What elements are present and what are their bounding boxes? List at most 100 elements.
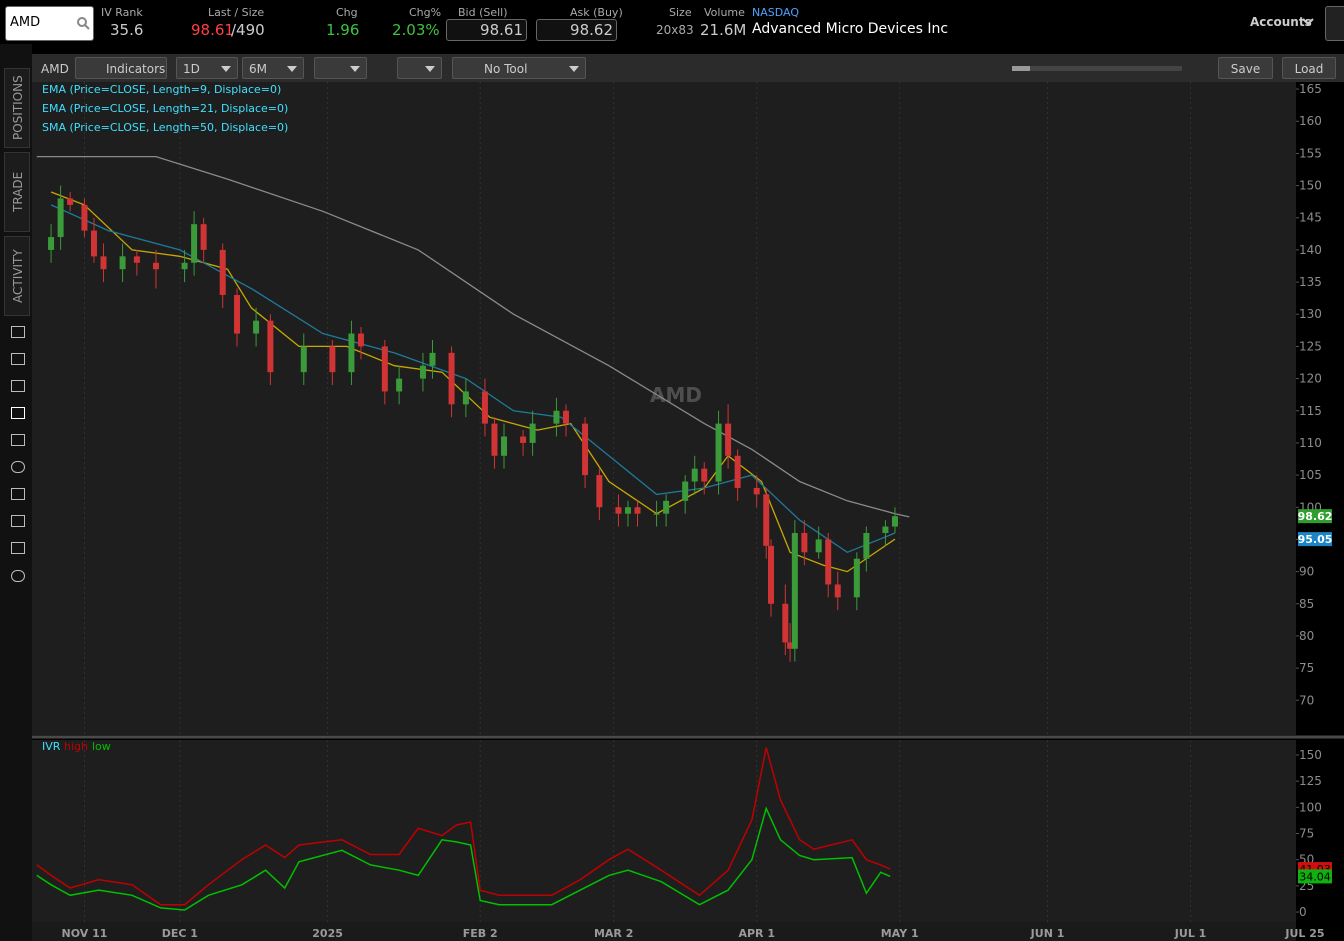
nav-icon[interactable] xyxy=(11,461,25,473)
tool-select[interactable]: No Tool xyxy=(452,57,586,79)
nav-icon[interactable] xyxy=(11,515,25,527)
load-text: Load xyxy=(1294,62,1324,76)
aggregation-select[interactable]: 1D xyxy=(176,57,238,79)
price-marker xyxy=(1298,532,1332,547)
drawing-select[interactable] xyxy=(397,57,442,79)
y-tick-label: 0 xyxy=(1299,905,1307,919)
candle-body xyxy=(791,532,798,649)
nav-icon[interactable] xyxy=(11,542,25,554)
candle-body xyxy=(615,507,622,514)
y-tick-label: 160 xyxy=(1299,114,1322,128)
nav-icon[interactable] xyxy=(11,570,25,582)
candle-body xyxy=(634,507,641,514)
bid-box[interactable]: 98.61 xyxy=(446,19,527,41)
candle-body xyxy=(396,378,403,392)
y-tick-label: 85 xyxy=(1299,597,1314,611)
candle-body xyxy=(481,391,488,424)
nav-icon[interactable] xyxy=(11,380,25,392)
candle-body xyxy=(596,475,603,508)
study-label: EMA (Price=CLOSE, Length=21, Displace=0) xyxy=(42,102,289,115)
candle-body xyxy=(133,256,140,263)
range-select[interactable]: 6M xyxy=(242,57,304,79)
last-size: /490 xyxy=(231,21,265,39)
nav-icon[interactable] xyxy=(11,326,25,338)
value-marker-label: 34.04 xyxy=(1299,870,1331,883)
legend-entry: high xyxy=(64,740,88,753)
candle-body xyxy=(715,423,722,482)
candle-body xyxy=(348,333,355,373)
nav-icon[interactable] xyxy=(11,488,25,500)
iv-panel xyxy=(32,740,1296,922)
y-tick-label: 165 xyxy=(1299,82,1322,96)
ask-label: Ask (Buy) xyxy=(570,6,623,19)
bid-ask-size: 20x83 xyxy=(656,23,694,37)
candle-body xyxy=(357,333,364,347)
candle-body xyxy=(582,423,589,476)
candle-body xyxy=(501,436,508,456)
y-tick-label: 115 xyxy=(1299,404,1322,418)
side-button[interactable] xyxy=(1325,6,1344,41)
ask-box[interactable]: 98.62 xyxy=(536,19,617,41)
nav-icon[interactable] xyxy=(11,353,25,365)
positions-tab[interactable]: POSITIONS xyxy=(4,68,30,148)
series-line xyxy=(36,806,891,911)
candle-body xyxy=(682,481,689,501)
save-text: Save xyxy=(1230,62,1261,76)
volume: 21.6M xyxy=(700,21,747,39)
y-tick-label: 125 xyxy=(1299,774,1322,788)
volume-label: Volume xyxy=(704,6,745,19)
symbol-search[interactable]: AMD xyxy=(5,6,94,41)
candle-body xyxy=(553,410,560,424)
symbol-input[interactable]: AMD xyxy=(10,15,41,30)
y-tick-label: 110 xyxy=(1299,436,1322,450)
nav-icon[interactable] xyxy=(11,407,25,419)
iv-rank-label: IV Rank xyxy=(101,6,143,19)
candle-body xyxy=(520,436,527,443)
y-tick-label: 80 xyxy=(1299,629,1314,643)
y-tick-label: 150 xyxy=(1299,748,1322,762)
candle-body xyxy=(100,256,107,270)
save-button[interactable]: Save xyxy=(1218,57,1273,79)
candle-body xyxy=(57,198,64,238)
candle-body xyxy=(200,224,207,250)
company: Advanced Micro Devices Inc xyxy=(752,21,949,37)
candle-body xyxy=(853,558,860,598)
study-label: SMA (Price=CLOSE, Length=50, Displace=0) xyxy=(42,121,289,134)
indicators-button[interactable]: Indicators xyxy=(75,57,167,79)
zoom-slider[interactable] xyxy=(1012,66,1182,71)
candle-body xyxy=(81,204,88,231)
candle-body xyxy=(253,320,260,334)
trade-tab[interactable]: TRADE xyxy=(4,152,30,232)
x-tick-label: JUL 1 xyxy=(1174,927,1207,940)
legend-title: IVR xyxy=(42,740,61,753)
candle-body xyxy=(753,487,760,495)
x-tick-label: NOV 11 xyxy=(61,927,107,940)
last-price: 98.61 xyxy=(191,21,234,39)
activity-tab[interactable]: ACTIVITY xyxy=(4,236,30,316)
study-label: EMA (Price=CLOSE, Length=9, Displace=0) xyxy=(42,83,282,96)
candle-body xyxy=(234,294,241,334)
y-tick-label: 70 xyxy=(1299,693,1314,707)
candle-body xyxy=(448,352,455,405)
y-tick-label: 155 xyxy=(1299,146,1322,160)
candle-body xyxy=(419,365,426,379)
y-tick-label: 125 xyxy=(1299,339,1322,353)
candle-body xyxy=(181,262,188,270)
candle-body xyxy=(191,224,198,263)
candle-body xyxy=(763,494,770,546)
accounts-menu[interactable]: Accounts xyxy=(1250,15,1312,29)
style-select[interactable] xyxy=(314,57,367,79)
series-line xyxy=(50,204,896,554)
candle-body xyxy=(768,545,775,604)
chg-pct-label: Chg% xyxy=(409,6,442,19)
candle-body xyxy=(48,237,55,250)
price-marker-label: 98.62 xyxy=(1298,510,1333,523)
value-marker xyxy=(1298,869,1332,884)
nav-icon[interactable] xyxy=(11,434,25,446)
price-panel xyxy=(32,82,1296,735)
zoom-thumb[interactable] xyxy=(1012,66,1030,71)
load-button[interactable]: Load xyxy=(1282,57,1336,79)
candle-body xyxy=(429,352,436,366)
candle-body xyxy=(329,346,336,373)
watermark: AMD xyxy=(650,383,702,407)
